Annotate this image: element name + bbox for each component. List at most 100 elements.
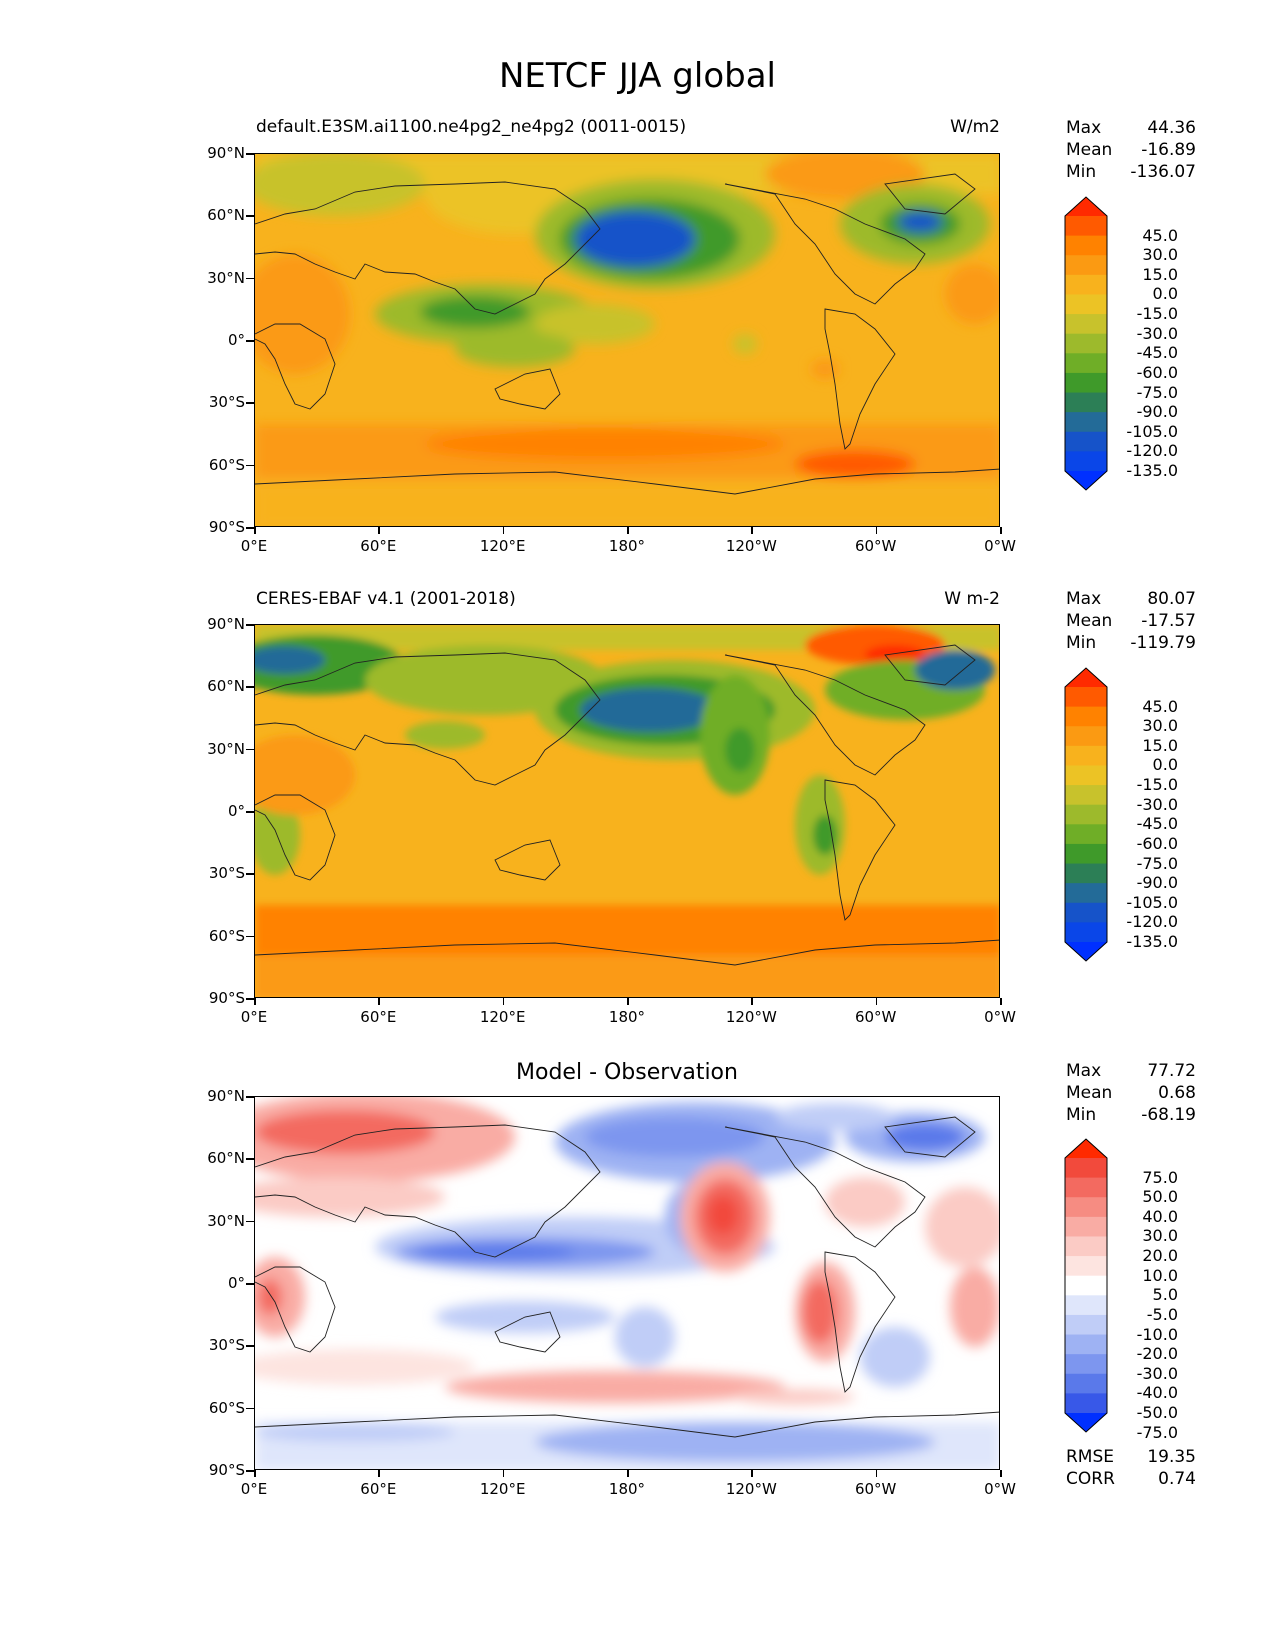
metric-label: RMSE: [1066, 1447, 1115, 1467]
colorbar-segment: [1065, 392, 1107, 413]
y-tick-mark: [246, 686, 254, 688]
y-tick-mark: [246, 340, 254, 342]
y-tick-mark: [246, 527, 254, 529]
colorbar-segment: [1065, 1256, 1107, 1277]
x-tick-label: 60°W: [854, 537, 897, 555]
colorbar-tick-label: -90.0: [1136, 873, 1178, 893]
colorbar-outline: [1064, 1138, 1108, 1433]
colorbar-tick-label: 30.0: [1142, 245, 1178, 265]
x-tick-label: 120°E: [479, 1480, 526, 1498]
y-tick-label: 90°S: [208, 1461, 245, 1479]
x-tick-mark: [378, 1470, 380, 1477]
colorbar-segment: [1065, 1314, 1107, 1336]
y-tick-mark: [246, 402, 254, 404]
y-tick-mark: [246, 1407, 254, 1410]
colorbar-segment: [1065, 843, 1107, 865]
colorbar-segment: [1065, 235, 1107, 256]
stat-value: -16.89: [1141, 140, 1196, 160]
y-tick-mark: [246, 464, 254, 467]
x-tick-label: 0°W: [984, 1480, 1016, 1498]
y-tick-mark: [246, 873, 254, 875]
y-tick-label: 0°: [227, 331, 245, 349]
colorbar-segment: [1065, 431, 1107, 452]
colorbar-tick-label: -75.0: [1136, 853, 1178, 873]
colorbar-tick-label: 45.0: [1142, 225, 1178, 245]
colorbar-tick-label: 5.0: [1152, 1285, 1178, 1305]
panel-left-title: CERES-EBAF v4.1 (2001-2018): [256, 589, 516, 609]
y-tick-label: 30°S: [208, 393, 245, 412]
stat-value: -68.19: [1141, 1105, 1196, 1125]
colorbar-tick-label: 50.0: [1142, 1187, 1178, 1207]
x-tick-mark: [1000, 1470, 1002, 1477]
y-tick-label: 60°N: [207, 206, 245, 225]
colorbar-segment: [1065, 922, 1107, 943]
x-tick-label: 60°E: [360, 1480, 397, 1498]
y-tick-mark: [246, 935, 254, 938]
colorbar-tick-label: -50.0: [1136, 1403, 1178, 1422]
colorbar-tick-label: -105.0: [1126, 421, 1178, 441]
colorbar: [1064, 1138, 1108, 1433]
colorbar-tick-label: -120.0: [1126, 912, 1178, 932]
colorbar-tick-label: -135.0: [1126, 461, 1178, 480]
y-tick-label: 90°S: [208, 989, 245, 1007]
stat-label: Mean: [1066, 140, 1113, 160]
y-tick-label: 60°S: [208, 455, 245, 474]
colorbar-segment: [1065, 372, 1107, 394]
y-tick-mark: [246, 1220, 254, 1223]
colorbar-segment: [1065, 745, 1107, 766]
y-tick-label: 60°N: [207, 677, 245, 696]
stat-label: Min: [1066, 633, 1097, 653]
metric-value: 19.35: [1147, 1447, 1196, 1467]
x-tick-label: 120°E: [479, 1008, 526, 1026]
y-tick-label: 30°S: [208, 864, 245, 883]
map-model-netcf: [254, 153, 1000, 527]
x-tick-mark: [1000, 998, 1002, 1005]
colorbar-tick-label: -135.0: [1126, 932, 1178, 951]
y-tick-label: 90°N: [207, 615, 245, 633]
y-tick-label: 30°N: [207, 268, 245, 287]
colorbar-tick-label: -90.0: [1136, 402, 1178, 422]
y-tick-mark: [246, 998, 254, 1000]
colorbar-segment: [1065, 1373, 1107, 1394]
y-tick-mark: [246, 1345, 254, 1347]
colorbar: [1064, 196, 1108, 491]
colorbar-segment: [1065, 687, 1107, 708]
colorbar-segment: [1065, 804, 1107, 825]
x-tick-mark: [627, 998, 629, 1005]
y-tick-mark: [246, 277, 254, 280]
colorbar-segment: [1065, 726, 1107, 747]
colorbar-segment: [1065, 902, 1107, 923]
y-tick-mark: [246, 624, 254, 626]
colorbar-segment: [1065, 824, 1107, 845]
colorbar-outline: [1064, 196, 1108, 491]
x-tick-mark: [1000, 527, 1002, 534]
x-tick-label: 60°E: [360, 1008, 397, 1026]
y-tick-label: 90°S: [208, 518, 245, 536]
y-tick-label: 60°S: [208, 926, 245, 945]
panel-stats: Max 80.07 Mean -17.57 Min -119.79: [1066, 588, 1196, 654]
colorbar-tick-label: -15.0: [1136, 775, 1178, 795]
colorbar-tick-label: 20.0: [1142, 1246, 1178, 1266]
stat-value: 44.36: [1147, 118, 1196, 138]
metric-label: CORR: [1066, 1469, 1115, 1489]
y-tick-label: 60°S: [208, 1398, 245, 1417]
y-tick-label: 90°N: [207, 1087, 245, 1105]
colorbar-tick-label: -30.0: [1136, 323, 1178, 343]
colorbar-segment: [1065, 1158, 1107, 1179]
colorbar-tick-label: 0.0: [1152, 284, 1178, 304]
colorbar-segment: [1065, 333, 1107, 354]
x-tick-mark: [502, 1470, 505, 1477]
colorbar-extend-min: [1065, 942, 1107, 961]
y-tick-mark: [246, 215, 254, 217]
colorbar-segment: [1065, 1354, 1107, 1375]
x-tick-mark: [502, 527, 505, 534]
colorbar-segment: [1065, 255, 1107, 276]
colorbar-segment: [1065, 274, 1107, 295]
stat-label: Max: [1066, 118, 1102, 138]
colorbar-tick-label: -60.0: [1136, 833, 1178, 853]
colorbar-segment: [1065, 765, 1107, 786]
y-tick-label: 90°N: [207, 144, 245, 162]
colorbar-segment: [1065, 706, 1107, 727]
stat-value: -136.07: [1130, 162, 1196, 182]
colorbar-extend-min: [1065, 1413, 1107, 1432]
